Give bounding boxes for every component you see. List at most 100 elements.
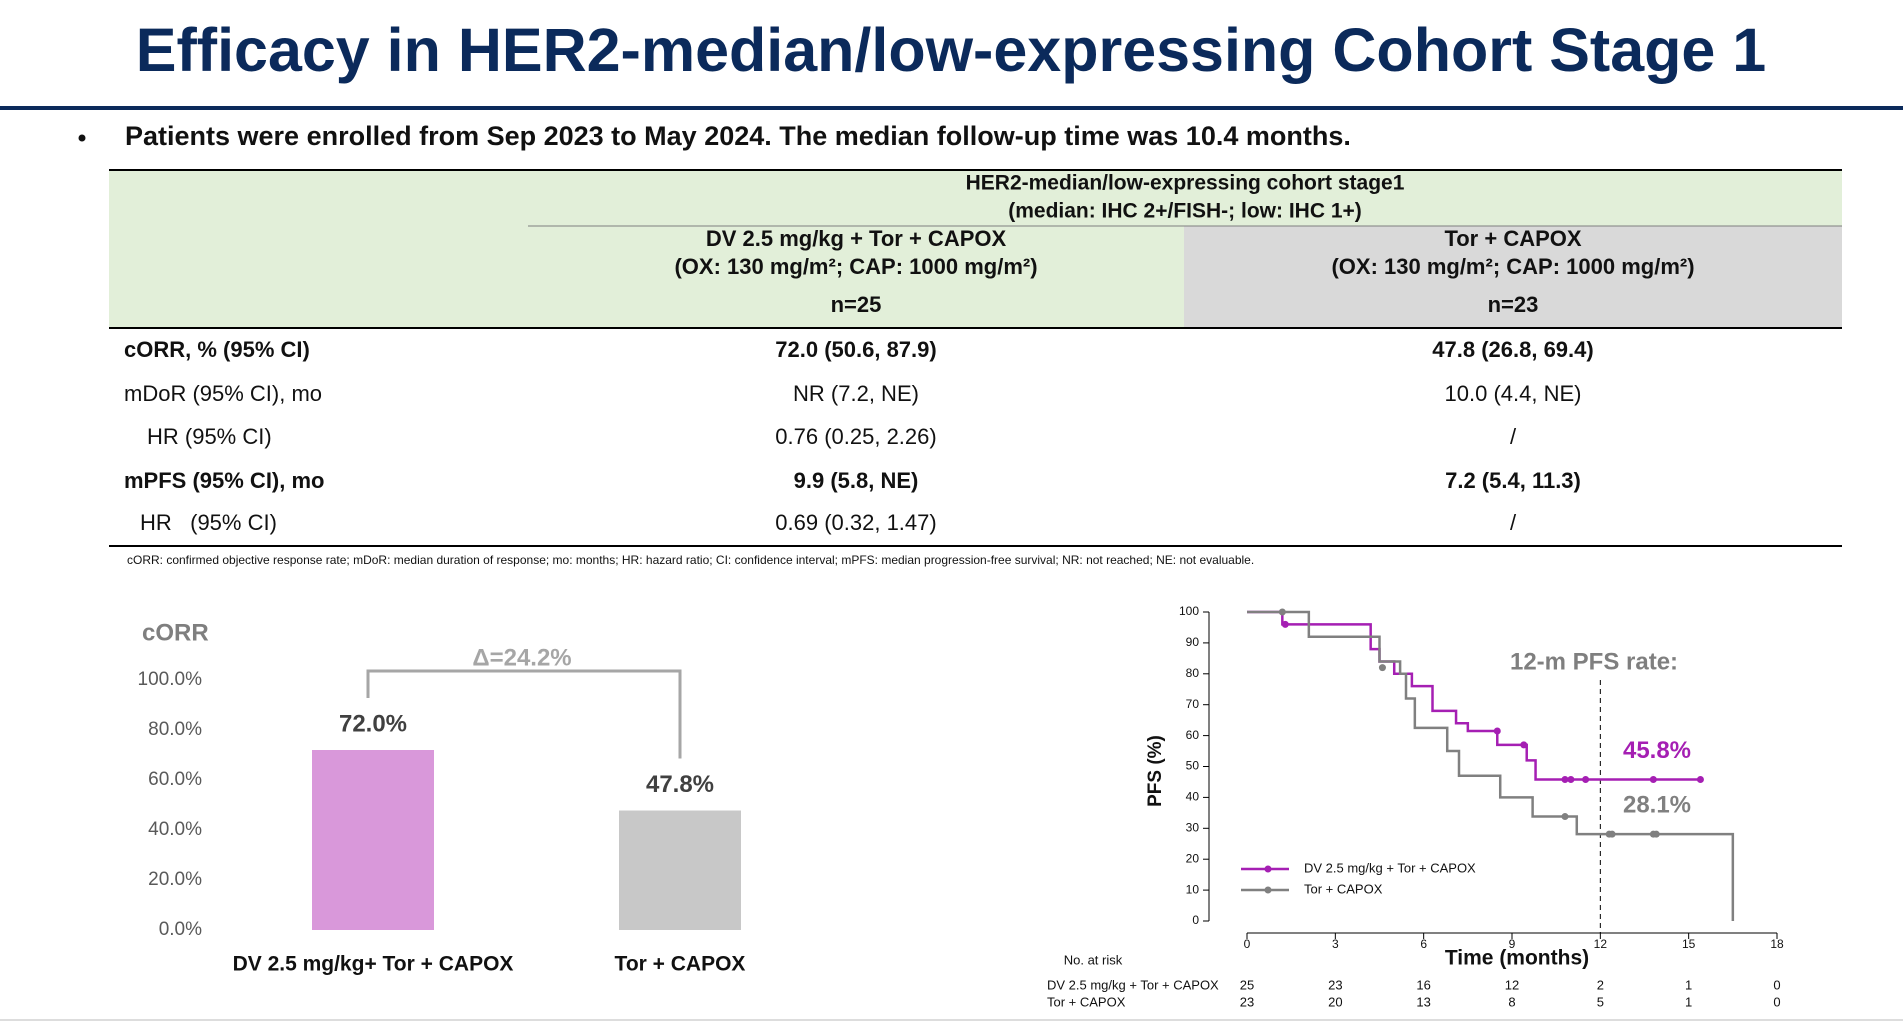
chart-title: cORR xyxy=(142,619,209,646)
censor-mark xyxy=(1652,830,1660,838)
legend-label: Tor + CAPOX xyxy=(1304,881,1383,896)
risk-row-label: Tor + CAPOX xyxy=(1047,994,1126,1009)
risk-count: 25 xyxy=(1240,977,1254,992)
table-cell: 10.0 (4.4, NE) xyxy=(1445,381,1582,406)
table-cell: 47.8 (26.8, 69.4) xyxy=(1432,337,1593,362)
censor-mark xyxy=(1378,664,1386,672)
y-tick-label: 70 xyxy=(1186,697,1200,711)
risk-count: 1 xyxy=(1685,977,1692,992)
table-row-label: HR (95% CI) xyxy=(147,424,272,449)
censor-mark xyxy=(1567,775,1575,783)
table-group-header: (median: IHC 2+/FISH-; low: IHC 1+) xyxy=(1008,200,1362,223)
table-column-header: (OX: 130 mg/m²; CAP: 1000 mg/m²) xyxy=(1331,254,1694,279)
bar-value-label: 72.0% xyxy=(339,710,407,737)
censor-mark xyxy=(1561,775,1569,783)
y-tick-label: 30 xyxy=(1186,820,1200,834)
censor-mark xyxy=(1561,813,1569,821)
bar xyxy=(312,750,434,930)
footer-rule xyxy=(0,1019,1903,1021)
table-row-label: mPFS (95% CI), mo xyxy=(124,468,324,493)
table-column-header: (OX: 130 mg/m²; CAP: 1000 mg/m²) xyxy=(674,254,1037,279)
slide-title: Efficacy in HER2-median/low-expressing C… xyxy=(136,16,1766,84)
bar-value-label: 47.8% xyxy=(646,771,714,798)
censor-mark xyxy=(1696,775,1704,783)
km-curve xyxy=(1247,610,1735,921)
risk-count: 5 xyxy=(1597,994,1604,1009)
risk-row-label: DV 2.5 mg/kg + Tor + CAPOX xyxy=(1047,977,1219,992)
risk-count: 1 xyxy=(1685,994,1692,1009)
table-cell: 72.0 (50.6, 87.9) xyxy=(775,337,936,362)
censor-mark xyxy=(1278,608,1286,616)
y-axis-label: PFS (%) xyxy=(1145,735,1166,807)
bullet-text: Patients were enrolled from Sep 2023 to … xyxy=(125,121,1351,151)
y-tick-label: 80.0% xyxy=(148,719,202,740)
y-tick-label: 100.0% xyxy=(138,669,203,690)
km-curve xyxy=(1247,610,1701,781)
risk-count: 20 xyxy=(1328,994,1342,1009)
bar xyxy=(619,810,741,930)
title-rule xyxy=(0,106,1903,110)
legend-label: DV 2.5 mg/kg + Tor + CAPOX xyxy=(1304,860,1476,875)
censor-mark xyxy=(1281,620,1289,628)
censor-mark xyxy=(1608,830,1616,838)
y-tick-label: 20 xyxy=(1186,851,1200,865)
table-header-gray xyxy=(1184,226,1842,328)
delta-bracket xyxy=(366,669,682,759)
table-group-header: HER2-median/low-expressing cohort stage1 xyxy=(966,172,1405,195)
x-tick-label: 15 xyxy=(1682,937,1696,951)
y-tick-label: 50 xyxy=(1186,759,1200,773)
table-cell: / xyxy=(1510,424,1517,449)
y-tick-label: 60 xyxy=(1186,728,1200,742)
risk-count: 13 xyxy=(1416,994,1430,1009)
y-tick-label: 90 xyxy=(1186,635,1200,649)
censor-mark xyxy=(1649,775,1657,783)
x-tick-label: 12 xyxy=(1594,937,1608,951)
y-tick-label: 10 xyxy=(1186,882,1200,896)
table-cell: NR (7.2, NE) xyxy=(793,381,919,406)
y-tick-label: 40.0% xyxy=(148,819,202,840)
table-column-header: DV 2.5 mg/kg + Tor + CAPOX xyxy=(706,226,1007,251)
table-footnote: cORR: confirmed objective response rate;… xyxy=(127,553,1254,567)
censor-mark xyxy=(1493,727,1501,735)
table-row-label: cORR, % (95% CI) xyxy=(124,337,310,362)
x-tick-label: 3 xyxy=(1332,937,1339,951)
risk-count: 0 xyxy=(1773,977,1780,992)
table-cell: 0.76 (0.25, 2.26) xyxy=(775,424,936,449)
table-column-header: Tor + CAPOX xyxy=(1444,226,1581,251)
table-column-n: n=23 xyxy=(1488,292,1539,317)
x-tick-label: Tor + CAPOX xyxy=(615,953,746,976)
risk-count: 8 xyxy=(1508,994,1515,1009)
risk-count: 23 xyxy=(1328,977,1342,992)
risk-table-title: No. at risk xyxy=(1064,952,1123,967)
delta-annotation: Δ=24.2% xyxy=(472,644,571,671)
table-cell: / xyxy=(1510,510,1517,535)
y-tick-label: 100 xyxy=(1179,604,1199,618)
x-tick-label: 6 xyxy=(1420,937,1427,951)
table-row-label: HR (95% CI) xyxy=(140,510,277,535)
risk-count: 16 xyxy=(1416,977,1430,992)
risk-count: 2 xyxy=(1597,977,1604,992)
censor-mark xyxy=(1582,775,1590,783)
table-cell: 0.69 (0.32, 1.47) xyxy=(775,510,936,535)
y-tick-label: 20.0% xyxy=(148,869,202,890)
legend-swatch-dot xyxy=(1264,865,1272,873)
legend-swatch-dot xyxy=(1264,886,1272,894)
x-tick-label: 0 xyxy=(1244,937,1251,951)
y-tick-label: 40 xyxy=(1186,790,1200,804)
y-tick-label: 60.0% xyxy=(148,769,202,790)
table-cell: 7.2 (5.4, 11.3) xyxy=(1445,468,1581,493)
table-column-n: n=25 xyxy=(831,292,882,317)
censor-mark xyxy=(1520,741,1528,749)
x-tick-label: DV 2.5 mg/kg+ Tor + CAPOX xyxy=(233,953,514,976)
risk-count: 12 xyxy=(1505,977,1519,992)
rate-label: 45.8% xyxy=(1623,737,1691,764)
x-tick-label: 9 xyxy=(1509,937,1516,951)
y-tick-label: 0 xyxy=(1192,913,1199,927)
y-tick-label: 0.0% xyxy=(159,919,202,940)
table-row-label: mDoR (95% CI), mo xyxy=(124,381,322,406)
y-tick-label: 80 xyxy=(1186,666,1200,680)
annotation: 12-m PFS rate: xyxy=(1510,648,1678,675)
risk-count: 0 xyxy=(1773,994,1780,1009)
risk-count: 23 xyxy=(1240,994,1254,1009)
